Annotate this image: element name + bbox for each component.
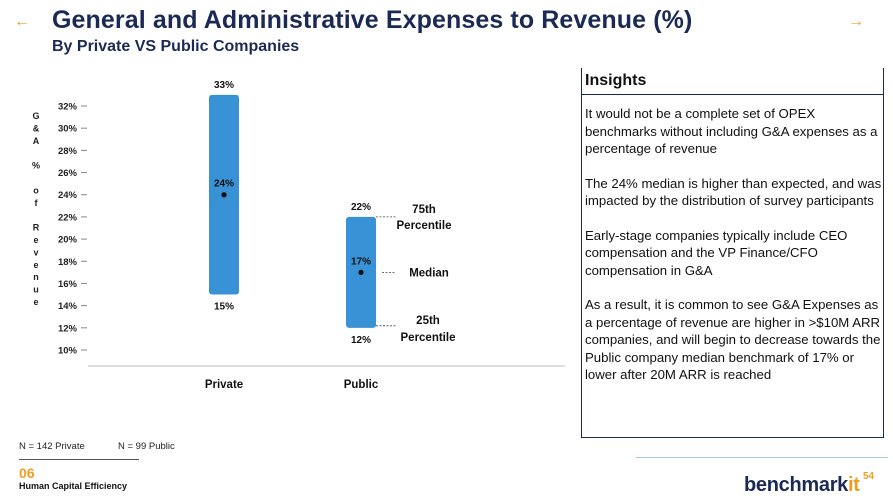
y-axis-label-char: e — [33, 260, 38, 270]
p25-label-public: 12% — [351, 335, 371, 346]
y-tick-label: 24% — [58, 190, 78, 201]
p25-annotation-line2: Percentile — [401, 332, 456, 344]
y-tick-label: 20% — [58, 235, 78, 246]
p75-label-public: 22% — [351, 202, 371, 213]
median-annotation: Median — [409, 267, 449, 279]
brand-main: benchmark — [744, 474, 849, 496]
y-axis-label-char: o — [33, 185, 39, 195]
y-tick-label: 16% — [58, 279, 78, 290]
y-axis-label-char: f — [35, 198, 39, 208]
insight-paragraph-4: As a result, it is common to see G&A Exp… — [585, 297, 881, 382]
insights-heading: Insights — [582, 72, 883, 95]
y-axis-label-char: G — [32, 111, 39, 121]
p75-annotation-line2: Percentile — [397, 220, 452, 232]
arrow-left-icon[interactable]: ← — [14, 13, 30, 30]
insights-panel: Insights It would not be a complete set … — [581, 68, 884, 438]
brand-logo: benchmarkit — [744, 475, 860, 495]
y-axis-label-char: R — [33, 223, 40, 233]
y-tick-label: 32% — [58, 102, 78, 113]
x-category-label-public: Public — [344, 379, 379, 391]
median-label-public: 17% — [351, 256, 371, 267]
footer-rule — [636, 457, 888, 458]
section-name: Human Capital Efficiency — [19, 481, 128, 491]
arrow-right-icon[interactable]: → — [848, 13, 864, 30]
y-axis-label-char: & — [33, 123, 40, 133]
p75-annotation-line1: 75th — [412, 204, 436, 216]
y-axis-label-char: u — [33, 285, 39, 295]
p25-label-private: 15% — [214, 302, 234, 313]
median-label-private: 24% — [214, 179, 234, 190]
y-tick-label: 28% — [58, 146, 78, 157]
y-tick-label: 22% — [58, 212, 78, 223]
y-tick-label: 14% — [58, 301, 78, 312]
insight-paragraph-3: Early-stage companies typically include … — [585, 227, 848, 278]
footer-divider — [19, 459, 139, 460]
y-tick-label: 30% — [58, 124, 78, 135]
y-axis-label-char: % — [32, 161, 40, 171]
median-point-public — [358, 269, 364, 275]
y-axis-label-char: v — [33, 247, 38, 257]
insight-paragraph-1: It would not be a complete set of OPEX b… — [585, 106, 878, 156]
range-chart: G&A%ofRevenue10%12%14%16%18%20%22%24%26%… — [32, 80, 565, 391]
y-axis-label-char: A — [33, 136, 40, 146]
x-category-label-private: Private — [205, 379, 243, 391]
y-tick-label: 10% — [58, 346, 78, 357]
page-title: General and Administrative Expenses to R… — [52, 6, 693, 34]
section-number: 06 — [19, 465, 35, 481]
y-tick-label: 12% — [58, 323, 78, 334]
p75-label-private: 33% — [214, 80, 234, 91]
y-axis-label-char: e — [33, 297, 38, 307]
y-tick-label: 18% — [58, 257, 78, 268]
y-axis-label-char: n — [33, 272, 39, 282]
median-point-private — [221, 192, 227, 198]
page-subtitle: By Private VS Public Companies — [52, 38, 300, 55]
brand-accent: it — [848, 474, 860, 496]
sample-size-private: N = 142 Private — [19, 441, 85, 452]
page-number: 54 — [863, 471, 875, 482]
insight-paragraph-2: The 24% median is higher than expected, … — [585, 175, 882, 209]
y-tick-label: 26% — [58, 168, 78, 179]
y-axis-label-char: e — [33, 235, 38, 245]
sample-size-public: N = 99 Public — [118, 441, 175, 452]
p25-annotation-line1: 25th — [416, 315, 440, 327]
